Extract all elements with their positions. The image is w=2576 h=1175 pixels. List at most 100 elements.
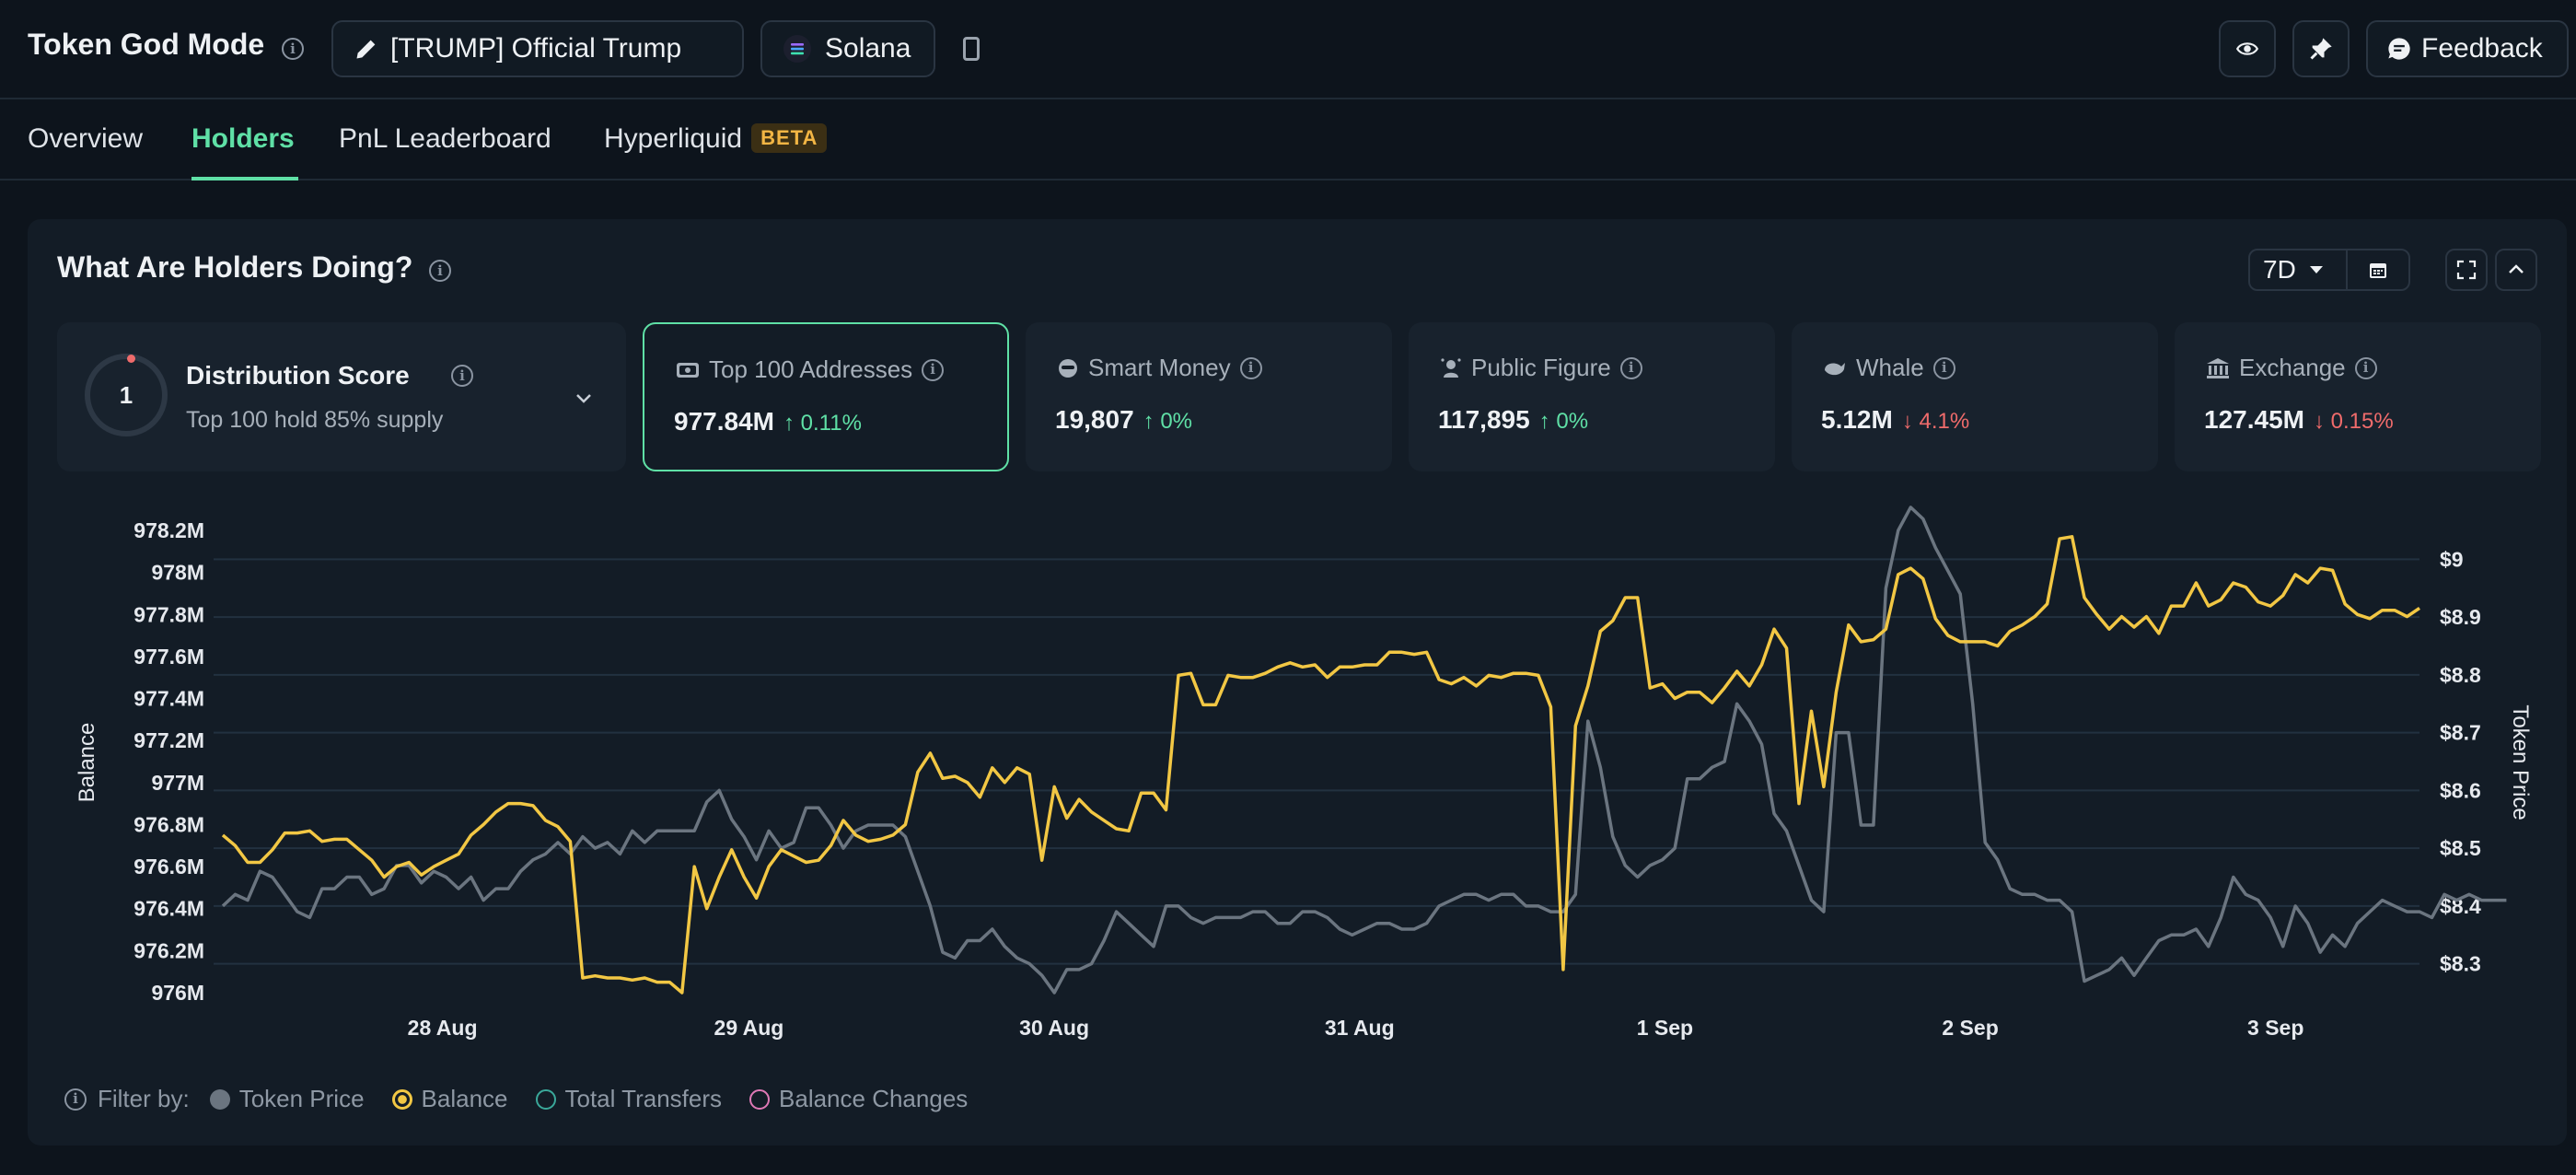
info-icon[interactable]: i [922,358,945,381]
holders-panel: What Are Holders Doing? i 7D [28,219,2567,1146]
x-tick-label: 29 Aug [714,1016,784,1040]
top-100-addresses-card[interactable]: Top 100 Addresses i 977.84M ↑ 0.11% [643,322,1009,471]
holders-chart[interactable]: $8.3$8.4$8.5$8.6$8.7$8.8$8.9$9976M976.2M… [28,219,2567,1048]
info-icon[interactable]: i [2354,356,2377,379]
info-icon[interactable]: i [1239,356,1262,379]
smart-money-icon [1059,358,1077,378]
feedback-label: Feedback [2421,33,2543,64]
change-up: ↑ 0% [1143,409,1192,434]
x-tick-label: 2 Sep [1942,1016,1998,1040]
y-tick-label: 976M [151,981,204,1005]
public-figure-card[interactable]: Public Figure i 117,895 ↑ 0% [1409,322,1775,471]
change-value: 0.15% [2330,409,2394,434]
filter-balance-label: Balance [421,1085,508,1112]
card-value-row: 127.45M ↓ 0.15% [2204,405,2394,435]
info-icon[interactable]: i [1932,356,1955,379]
whale-icon [1825,362,1845,375]
beta-badge: BETA [751,123,828,153]
wallet-icon [677,362,699,378]
tab-hyperliquid[interactable]: Hyperliquid BETA [604,123,828,180]
change-up: ↑ 0% [1538,409,1589,434]
y2-tick-label: $8.8 [2440,663,2481,687]
filter-balance[interactable]: Balance [391,1085,508,1113]
pin-button[interactable] [2292,20,2350,77]
y2-tick-label: $8.3 [2440,952,2481,976]
card-label: Top 100 Addresses [709,355,913,383]
whale-card[interactable]: Whale i 5.12M ↓ 4.1% [1792,322,2158,471]
filter-label: Filter by: [98,1085,190,1112]
copy-icon[interactable] [963,37,980,61]
info-icon[interactable]: i [64,1088,87,1111]
exchange-icon [2207,357,2229,378]
filter-token-price[interactable]: Token Price [209,1085,365,1113]
panel-title: What Are Holders Doing? [57,250,413,284]
filter-row: i Filter by: Token Price Balance Total T… [64,1085,995,1113]
card-label-row: Top 100 Addresses i [676,355,945,384]
distribution-score-value: 1 [119,380,133,409]
y-tick-label: 976.4M [133,897,204,921]
chain-selector-button[interactable]: Solana [760,20,935,77]
x-tick-label: 28 Aug [408,1016,478,1040]
y-tick-label: 977M [151,771,204,795]
filter-token-price-label: Token Price [238,1085,365,1112]
app-title: Token God Mode [28,28,265,61]
exchange-card[interactable]: Exchange i 127.45M ↓ 0.15% [2175,322,2541,471]
chevron-up-icon [2509,264,2524,273]
distribution-score-subtitle: Top 100 hold 85% supply [186,407,444,433]
card-value-row: 5.12M ↓ 4.1% [1821,405,1969,435]
range-controls: 7D [2248,249,2410,291]
change-value: 0% [1556,409,1589,434]
card-value: 117,895 [1438,405,1530,434]
tab-pnl-leaderboard[interactable]: PnL Leaderboard [339,123,551,154]
filter-balance-changes[interactable]: Balance Changes [749,1085,968,1113]
change-value: 0.11% [800,411,862,436]
y-axis-title: Balance [75,723,99,803]
eye-icon [2235,42,2259,55]
filter-total-transfers[interactable]: Total Transfers [535,1085,722,1113]
change-value: 4.1% [1919,409,1970,434]
x-tick-label: 3 Sep [2247,1016,2303,1040]
distribution-score-ring: 1 [85,354,168,436]
fullscreen-button[interactable] [2445,249,2488,291]
time-range-value: 7D [2263,255,2296,284]
card-label-row: Whale i [1823,354,1955,382]
y-tick-label: 978M [151,561,204,585]
y-tick-label: 977.4M [133,687,204,711]
distribution-score-card[interactable]: 1 Distribution Score i Top 100 hold 85% … [57,322,626,471]
chevron-down-icon[interactable] [573,387,595,409]
y-tick-label: 976.8M [133,812,204,836]
chat-bubble-icon [2388,38,2410,60]
info-icon[interactable]: i [451,365,473,387]
token-name: [TRUMP] Official Trump [390,33,682,64]
pin-icon [2310,38,2332,60]
change-down: ↓ 0.15% [2313,409,2394,434]
card-value: 5.12M [1821,405,1893,434]
calendar-button[interactable] [2348,250,2408,289]
feedback-button[interactable]: Feedback [2366,20,2569,77]
token-selector-button[interactable]: [TRUMP] Official Trump [331,20,744,77]
card-value: 19,807 [1055,405,1134,434]
legend-dot [749,1088,771,1110]
y-tick-label: 978.2M [133,518,204,542]
y2-axis-title: Token Price [2508,704,2533,820]
change-up: ↑ 0.11% [783,411,862,436]
y-tick-label: 977.8M [133,602,204,626]
time-range-select[interactable]: 7D [2250,250,2348,289]
x-tick-label: 31 Aug [1325,1016,1395,1040]
card-value: 977.84M [674,407,774,436]
card-label: Whale [1856,354,1924,381]
y2-tick-label: $8.6 [2440,778,2481,802]
y2-tick-label: $8.5 [2440,836,2481,860]
tab-holders[interactable]: Holders [191,123,298,180]
info-icon[interactable]: i [282,38,304,60]
tab-overview[interactable]: Overview [28,123,144,154]
watch-button[interactable] [2219,20,2276,77]
info-icon[interactable]: i [1619,356,1642,379]
balance-line [221,535,2420,995]
card-value-row: 977.84M ↑ 0.11% [674,407,862,436]
pencil-icon [356,40,376,59]
smart-money-card[interactable]: Smart Money i 19,807 ↑ 0% [1026,322,1392,471]
info-icon[interactable]: i [429,260,451,282]
collapse-button[interactable] [2495,249,2537,291]
filter-balance-changes-label: Balance Changes [779,1085,969,1112]
